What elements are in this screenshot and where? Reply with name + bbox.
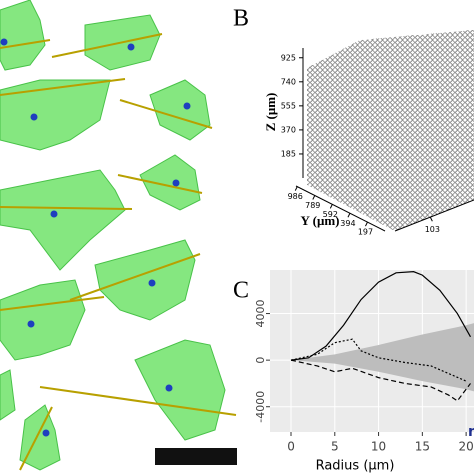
annotation: n bbox=[468, 424, 474, 440]
y-tick bbox=[365, 221, 368, 227]
z-tick-label: 370 bbox=[281, 125, 296, 134]
y-axis-label: Y (μm) bbox=[300, 213, 339, 228]
y-tick bbox=[347, 213, 351, 218]
scale-bar bbox=[155, 448, 237, 465]
line-series bbox=[290, 338, 467, 382]
x-tick-label: 0 bbox=[287, 440, 295, 454]
cell-nucleus bbox=[0, 38, 191, 437]
x-axis-label: Radius (μm) bbox=[316, 459, 395, 474]
x-tick-label: 20 bbox=[458, 440, 473, 454]
y-tick bbox=[329, 204, 333, 209]
x-tick-label: 15 bbox=[415, 440, 430, 454]
axis-line bbox=[0, 33, 237, 471]
chart-line: Radius (μm) n 0 5 10 15 20 -4000 0 4000 bbox=[254, 270, 474, 474]
panel-label: B bbox=[233, 6, 249, 32]
y-tick-label: 986 bbox=[288, 192, 303, 201]
envelope-band bbox=[291, 323, 474, 392]
z-tick-label: 555 bbox=[281, 101, 296, 110]
x-tick-label: 10 bbox=[371, 440, 386, 454]
y-tick-label: -4000 bbox=[254, 391, 267, 423]
line-series bbox=[290, 359, 471, 402]
y-tick-label: 0 bbox=[254, 357, 267, 364]
y-tick-label: 789 bbox=[305, 201, 320, 210]
x-tick-label: 5 bbox=[331, 440, 339, 454]
point-cloud bbox=[307, 30, 474, 231]
y-tick-label: 4000 bbox=[254, 300, 267, 328]
line-series bbox=[290, 271, 472, 361]
z-axis-label: Z (μm) bbox=[263, 93, 278, 132]
x-axis bbox=[394, 199, 474, 232]
y-axis bbox=[295, 185, 386, 232]
y-tick-label: 592 bbox=[323, 210, 338, 219]
z-tick-label: 740 bbox=[281, 77, 296, 86]
x-tick-label: 103 bbox=[425, 225, 440, 234]
x-tick bbox=[429, 217, 433, 222]
y-tick-label: 394 bbox=[340, 219, 355, 228]
cell-image bbox=[0, 0, 226, 471]
y-tick bbox=[312, 195, 316, 200]
z-tick-label: 925 bbox=[281, 53, 296, 62]
y-tick bbox=[294, 186, 298, 191]
plot-area bbox=[290, 271, 474, 402]
panel-label: C bbox=[233, 278, 249, 304]
y-tick-label: 197 bbox=[358, 228, 373, 237]
chart-3d: Z (μm) Y (μm) 185 370 555 740 925 19739459278… bbox=[263, 30, 474, 237]
z-tick-label: 185 bbox=[281, 149, 296, 158]
